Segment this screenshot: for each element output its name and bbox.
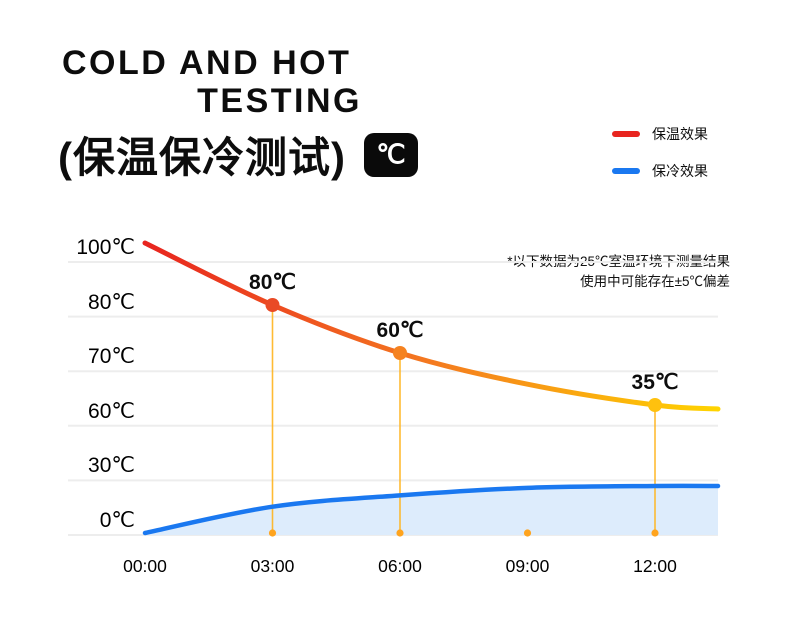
subtitle-row: (保温保冷测试) ℃ <box>58 124 418 185</box>
y-tick-label: 70℃ <box>88 345 135 369</box>
cold-curve <box>142 483 721 536</box>
x-tick-label: 03:00 <box>250 556 295 576</box>
x-tick-label: 00:00 <box>123 556 167 576</box>
chinese-subtitle: (保温保冷测试) <box>58 134 346 181</box>
x-tick-label: 12:00 <box>633 556 677 576</box>
annotation-dot <box>393 346 407 360</box>
y-tick-label: 30℃ <box>88 454 135 478</box>
axis-marker-dot <box>268 529 277 537</box>
cold-line-swatch <box>612 168 640 174</box>
axis-marker-dot <box>651 529 659 537</box>
title-line-1: COLD AND HOT <box>62 44 352 82</box>
cold-area-fill <box>145 485 718 535</box>
y-tick-label: 80℃ <box>88 290 135 314</box>
celsius-badge: ℃ <box>363 132 418 177</box>
annotation-label: 60℃ <box>377 319 424 342</box>
annotation-label: 35℃ <box>632 371 679 394</box>
y-tick-label: 100℃ <box>76 236 135 259</box>
legend-item-cold: 保冷效果 <box>612 161 708 181</box>
legend-label-hot: 保温效果 <box>652 126 708 142</box>
annotation-dot <box>265 298 280 312</box>
x-tick-label: 09:00 <box>505 556 550 576</box>
chart-legend: 保温效果 保冷效果 <box>612 124 708 198</box>
legend-label-cold: 保冷效果 <box>652 163 708 179</box>
x-tick-label: 06:00 <box>378 556 422 576</box>
y-tick-label: 60℃ <box>88 399 135 423</box>
axis-marker-dot <box>523 529 532 537</box>
title-line-2: TESTING <box>197 82 362 120</box>
annotation-label: 80℃ <box>249 271 296 294</box>
legend-item-hot: 保温效果 <box>612 124 708 144</box>
note-line-2: 使用中可能存在±5℃偏差 <box>580 274 730 289</box>
axis-marker-dot <box>396 529 404 537</box>
hot-line-swatch <box>612 131 640 137</box>
annotation-dot <box>648 398 662 412</box>
main-title: COLD AND HOT TESTING <box>62 46 362 118</box>
y-tick-label: 0℃ <box>99 509 135 532</box>
